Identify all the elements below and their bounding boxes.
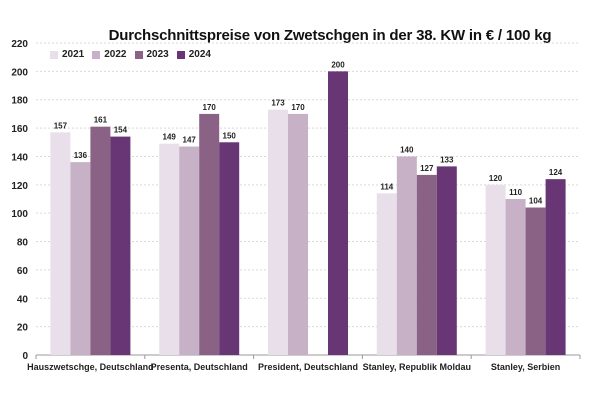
bar-2024 (110, 136, 131, 355)
data-label: 200 (331, 60, 345, 69)
legend-item: 2022 (92, 49, 127, 60)
data-label: 114 (380, 182, 393, 191)
data-label: 136 (74, 151, 88, 160)
data-label: 133 (440, 155, 454, 164)
x-tick-label: Presenta, Deutschland (151, 362, 248, 372)
bar-2021 (376, 193, 397, 355)
bar-2023 (525, 207, 546, 355)
y-tick-label: 40 (17, 294, 29, 305)
legend-swatch (176, 50, 185, 59)
data-label: 104 (529, 197, 543, 206)
bar-2024 (545, 179, 566, 355)
legend-swatch (134, 50, 143, 59)
bar-2021 (268, 109, 288, 356)
data-label: 147 (183, 136, 197, 145)
data-label: 161 (94, 116, 108, 125)
bar-2022 (70, 162, 91, 355)
y-tick-label: 100 (11, 209, 28, 220)
bar-2024 (219, 142, 240, 355)
x-tick-label: Stanley, Republik Moldau (363, 362, 471, 372)
data-label: 173 (271, 99, 285, 108)
data-label: 124 (549, 168, 563, 177)
data-label: 140 (400, 145, 414, 154)
legend-label: 2023 (146, 49, 169, 60)
x-tick-label: President, Deutschland (258, 362, 358, 372)
chart-title: Durchschnittspreise von Zwetschgen in de… (108, 27, 552, 44)
bar-2022 (396, 156, 417, 355)
legend: 2021 2022 2023 2024 (50, 49, 211, 60)
bar-2022 (179, 146, 200, 355)
legend-label: 2021 (62, 49, 85, 60)
legend-item: 2024 (176, 49, 211, 60)
bar-2022 (505, 199, 526, 355)
bar-2021 (50, 132, 71, 355)
legend-label: 2024 (188, 49, 211, 60)
data-label: 170 (291, 103, 305, 112)
data-label: 149 (163, 133, 177, 142)
bar-2023 (90, 126, 111, 355)
y-tick-label: 220 (11, 39, 28, 50)
bar-2024 (328, 71, 348, 355)
bar-2021 (485, 184, 506, 355)
y-tick-label: 20 (17, 323, 29, 334)
data-label: 120 (489, 174, 503, 183)
data-label: 170 (203, 103, 217, 112)
y-tick-label: 180 (11, 96, 28, 107)
data-label: 127 (420, 164, 434, 173)
legend-swatch (92, 50, 101, 59)
y-tick-label: 160 (11, 124, 28, 135)
legend-swatch (50, 50, 58, 59)
x-tick-label: Hauszwetschge, Deutschland (27, 362, 154, 372)
bar-2023 (199, 113, 220, 355)
data-label: 150 (223, 131, 237, 140)
data-label: 154 (114, 126, 128, 135)
bar-2024 (436, 166, 457, 355)
y-tick-label: 140 (11, 152, 28, 163)
y-tick-label: 0 (22, 351, 28, 362)
y-tick-label: 80 (17, 238, 29, 249)
legend-item: 2021 (50, 49, 84, 60)
y-tick-label: 200 (11, 67, 28, 78)
legend-item: 2023 (134, 49, 169, 60)
data-label: 110 (509, 188, 522, 197)
x-tick-label: Stanley, Serbien (491, 362, 560, 372)
y-tick-label: 60 (17, 266, 29, 277)
y-tick-label: 120 (11, 181, 28, 192)
bar-2021 (159, 143, 180, 355)
legend-label: 2022 (104, 49, 127, 60)
data-label: 157 (54, 121, 68, 130)
bar-2023 (416, 174, 437, 355)
bar-2022 (288, 113, 308, 355)
